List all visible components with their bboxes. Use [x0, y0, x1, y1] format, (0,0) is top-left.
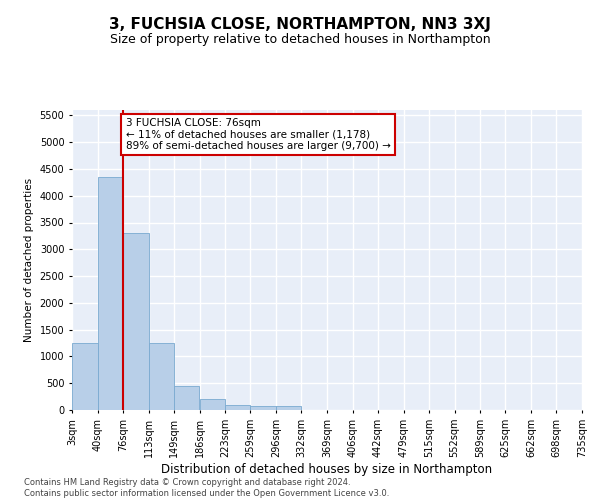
Bar: [226, 404, 250, 410]
Text: Contains HM Land Registry data © Crown copyright and database right 2024.
Contai: Contains HM Land Registry data © Crown c…: [24, 478, 389, 498]
Text: 3 FUCHSIA CLOSE: 76sqm
← 11% of detached houses are smaller (1,178)
89% of semi-: 3 FUCHSIA CLOSE: 76sqm ← 11% of detached…: [125, 118, 391, 151]
Bar: [72, 343, 98, 410]
Text: Size of property relative to detached houses in Northampton: Size of property relative to detached ho…: [110, 32, 490, 46]
Text: 3, FUCHSIA CLOSE, NORTHAMPTON, NN3 3XJ: 3, FUCHSIA CLOSE, NORTHAMPTON, NN3 3XJ: [109, 18, 491, 32]
Bar: [276, 406, 301, 410]
X-axis label: Distribution of detached houses by size in Northampton: Distribution of detached houses by size …: [161, 462, 493, 475]
Y-axis label: Number of detached properties: Number of detached properties: [24, 178, 34, 342]
Bar: [149, 343, 173, 410]
Bar: [123, 233, 149, 410]
Bar: [98, 177, 123, 410]
Bar: [200, 400, 225, 410]
Bar: [250, 406, 276, 410]
Bar: [174, 386, 199, 410]
